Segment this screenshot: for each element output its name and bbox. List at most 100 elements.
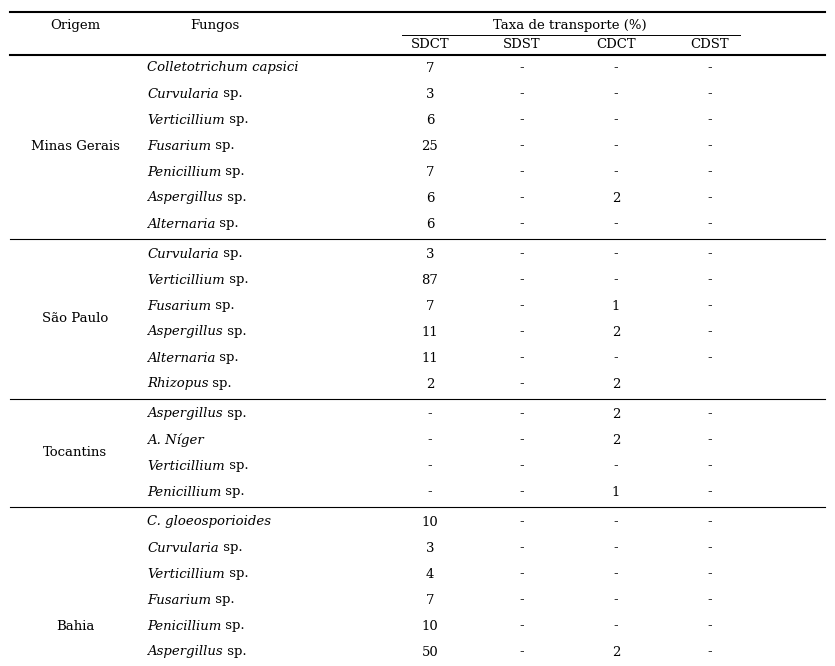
Text: Fusarium: Fusarium xyxy=(147,593,211,607)
Text: sp.: sp. xyxy=(223,408,246,420)
Text: 25: 25 xyxy=(422,139,438,153)
Text: -: - xyxy=(519,515,524,529)
Text: -: - xyxy=(708,87,712,101)
Text: Alternaria: Alternaria xyxy=(147,218,215,230)
Text: -: - xyxy=(519,192,524,204)
Text: -: - xyxy=(614,567,618,581)
Text: sp.: sp. xyxy=(225,567,248,581)
Text: -: - xyxy=(708,567,712,581)
Text: 3: 3 xyxy=(426,248,434,260)
Text: -: - xyxy=(614,61,618,75)
Text: -: - xyxy=(708,248,712,260)
Text: 2: 2 xyxy=(612,434,620,446)
Text: 7: 7 xyxy=(426,61,434,75)
Text: Fusarium: Fusarium xyxy=(147,300,211,312)
Text: Minas Gerais: Minas Gerais xyxy=(31,139,119,153)
Text: Aspergillus: Aspergillus xyxy=(147,645,223,659)
Text: Aspergillus: Aspergillus xyxy=(147,408,223,420)
Text: -: - xyxy=(614,515,618,529)
Text: -: - xyxy=(708,541,712,555)
Text: -: - xyxy=(519,139,524,153)
Text: sp.: sp. xyxy=(221,486,245,498)
Text: -: - xyxy=(519,300,524,312)
Text: SDST: SDST xyxy=(504,39,541,51)
Text: sp.: sp. xyxy=(211,593,235,607)
Text: -: - xyxy=(614,248,618,260)
Text: -: - xyxy=(708,515,712,529)
Text: -: - xyxy=(519,326,524,338)
Text: 2: 2 xyxy=(426,378,434,390)
Text: Verticillium: Verticillium xyxy=(147,113,225,127)
Text: Aspergillus: Aspergillus xyxy=(147,192,223,204)
Text: -: - xyxy=(519,593,524,607)
Text: -: - xyxy=(614,541,618,555)
Text: Fusarium: Fusarium xyxy=(147,139,211,153)
Text: 7: 7 xyxy=(426,593,434,607)
Text: -: - xyxy=(519,378,524,390)
Text: sp.: sp. xyxy=(223,645,246,659)
Text: Aspergillus: Aspergillus xyxy=(147,326,223,338)
Text: 7: 7 xyxy=(426,300,434,312)
Text: -: - xyxy=(614,87,618,101)
Text: sp.: sp. xyxy=(221,165,245,178)
Text: 10: 10 xyxy=(422,619,438,633)
Text: sp.: sp. xyxy=(211,139,235,153)
Text: -: - xyxy=(708,61,712,75)
Text: -: - xyxy=(519,218,524,230)
Text: -: - xyxy=(708,619,712,633)
Text: Origem: Origem xyxy=(50,19,100,33)
Text: Penicillium: Penicillium xyxy=(147,486,221,498)
Text: -: - xyxy=(519,619,524,633)
Text: 6: 6 xyxy=(426,113,434,127)
Text: -: - xyxy=(708,326,712,338)
Text: 6: 6 xyxy=(426,192,434,204)
Text: Penicillium: Penicillium xyxy=(147,619,221,633)
Text: -: - xyxy=(428,434,433,446)
Text: Curvularia: Curvularia xyxy=(147,541,219,555)
Text: 11: 11 xyxy=(422,352,438,364)
Text: -: - xyxy=(519,460,524,472)
Text: -: - xyxy=(708,434,712,446)
Text: sp.: sp. xyxy=(225,113,248,127)
Text: Verticillium: Verticillium xyxy=(147,567,225,581)
Text: sp.: sp. xyxy=(225,460,248,472)
Text: 3: 3 xyxy=(426,541,434,555)
Text: -: - xyxy=(519,408,524,420)
Text: -: - xyxy=(708,113,712,127)
Text: sp.: sp. xyxy=(209,378,232,390)
Text: -: - xyxy=(428,460,433,472)
Text: 3: 3 xyxy=(426,87,434,101)
Text: 2: 2 xyxy=(612,408,620,420)
Text: A. Níger: A. Níger xyxy=(147,434,204,447)
Text: 1: 1 xyxy=(612,300,620,312)
Text: Verticillium: Verticillium xyxy=(147,274,225,286)
Text: -: - xyxy=(708,645,712,659)
Text: Rhizopus: Rhizopus xyxy=(147,378,209,390)
Text: 10: 10 xyxy=(422,515,438,529)
Text: São Paulo: São Paulo xyxy=(42,312,108,326)
Text: Bahia: Bahia xyxy=(56,619,94,633)
Text: -: - xyxy=(519,87,524,101)
Text: sp.: sp. xyxy=(219,248,242,260)
Text: Verticillium: Verticillium xyxy=(147,460,225,472)
Text: sp.: sp. xyxy=(219,541,242,555)
Text: 2: 2 xyxy=(612,378,620,390)
Text: Colletotrichum capsici: Colletotrichum capsici xyxy=(147,61,298,75)
Text: 50: 50 xyxy=(422,645,438,659)
Text: Curvularia: Curvularia xyxy=(147,87,219,101)
Text: sp.: sp. xyxy=(223,192,246,204)
Text: 2: 2 xyxy=(612,645,620,659)
Text: SDCT: SDCT xyxy=(411,39,449,51)
Text: -: - xyxy=(708,300,712,312)
Text: 2: 2 xyxy=(612,192,620,204)
Text: -: - xyxy=(519,248,524,260)
Text: -: - xyxy=(708,139,712,153)
Text: -: - xyxy=(708,192,712,204)
Text: -: - xyxy=(708,165,712,178)
Text: 7: 7 xyxy=(426,165,434,178)
Text: -: - xyxy=(614,139,618,153)
Text: 87: 87 xyxy=(422,274,438,286)
Text: 11: 11 xyxy=(422,326,438,338)
Text: -: - xyxy=(519,434,524,446)
Text: Tocantins: Tocantins xyxy=(43,446,107,460)
